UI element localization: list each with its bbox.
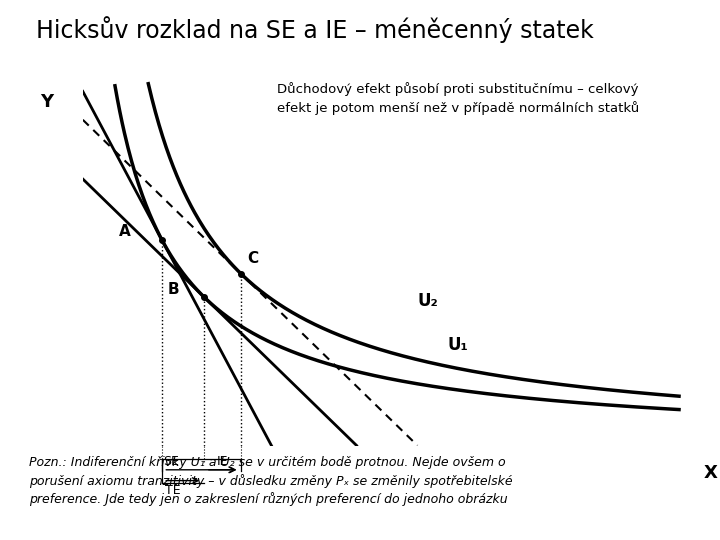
Text: SE: SE: [163, 455, 179, 468]
Text: TE: TE: [166, 484, 181, 497]
Text: B: B: [168, 282, 179, 297]
Text: A: A: [120, 224, 131, 239]
Text: Hicksův rozklad na SE a IE – méněcenný statek: Hicksův rozklad na SE a IE – méněcenný s…: [36, 16, 594, 43]
Text: Y: Y: [40, 93, 53, 111]
Text: X: X: [703, 464, 717, 482]
Text: IE: IE: [217, 455, 228, 468]
Text: Pozn.: Indiferenční křivky U₁ a U₂ se v určitém bodě protnou. Nejde ovšem o
poru: Pozn.: Indiferenční křivky U₁ a U₂ se v …: [29, 456, 513, 506]
Text: U₂: U₂: [418, 292, 438, 310]
Text: Důchodový efekt působí proti substitučnímu – celkový
efekt je potom menší než v : Důchodový efekt působí proti substituční…: [277, 82, 640, 116]
Text: U₁: U₁: [448, 336, 469, 354]
Text: C: C: [247, 251, 258, 266]
